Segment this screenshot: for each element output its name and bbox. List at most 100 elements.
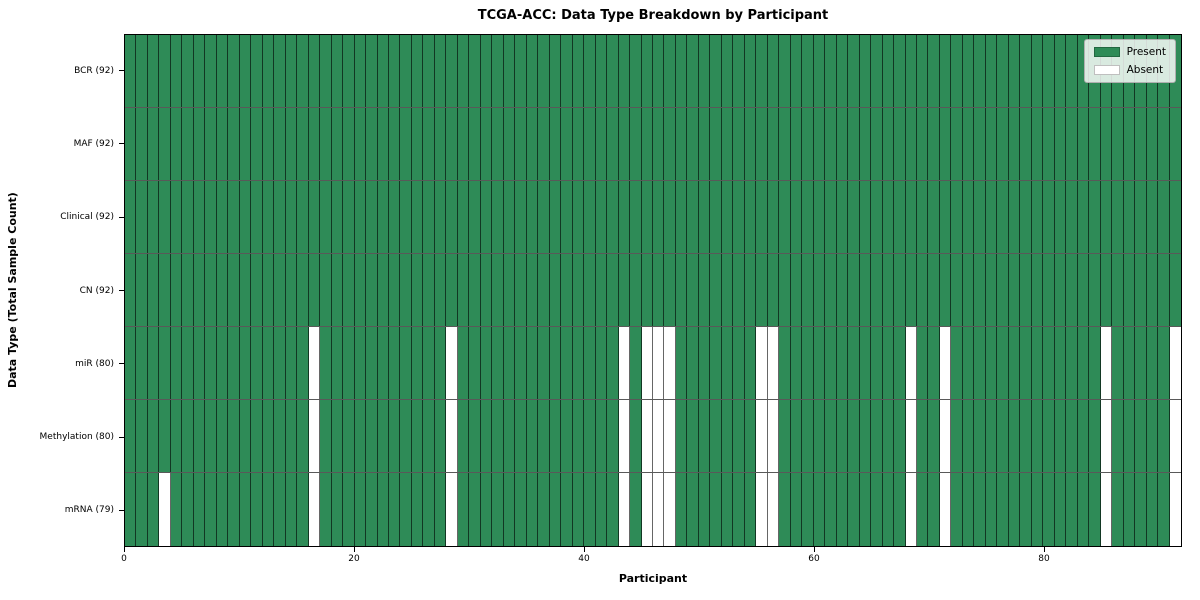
heatmap-cell — [721, 400, 734, 472]
heatmap-cell — [905, 181, 917, 253]
heatmap-cell — [446, 254, 458, 326]
heatmap-cell — [423, 327, 435, 399]
heatmap-cell — [630, 327, 642, 399]
legend-label: Absent — [1126, 64, 1164, 76]
heatmap-cell — [641, 108, 653, 180]
heatmap-row — [125, 400, 1181, 473]
heatmap-cell — [125, 254, 137, 326]
heatmap-cell — [480, 327, 493, 399]
heatmap-cell — [216, 400, 229, 472]
heatmap-cell — [951, 473, 963, 546]
heatmap-cell — [170, 108, 183, 180]
heatmap-cell — [193, 327, 206, 399]
heatmap-cell — [1158, 473, 1170, 546]
heatmap-cell — [974, 400, 986, 472]
heatmap-cell — [308, 254, 321, 326]
heatmap-cell — [377, 108, 389, 180]
heatmap-cell — [848, 181, 860, 253]
heatmap-cell — [492, 181, 504, 253]
x-tick-mark — [1044, 547, 1045, 552]
heatmap-cell — [962, 108, 975, 180]
heatmap-cell — [366, 108, 378, 180]
heatmap-cell — [985, 254, 998, 326]
heatmap-cell — [1054, 35, 1067, 107]
heatmap-cell — [526, 400, 539, 472]
heatmap-cell — [813, 254, 826, 326]
heatmap-cell — [125, 473, 137, 546]
heatmap-cell — [274, 473, 286, 546]
heatmap-cell — [274, 35, 286, 107]
heatmap-cell — [389, 327, 401, 399]
heatmap-cell — [400, 327, 412, 399]
heatmap-cell — [205, 181, 217, 253]
heatmap-cell — [779, 108, 791, 180]
heatmap-cell — [779, 35, 791, 107]
heatmap-cell — [1008, 108, 1021, 180]
heatmap-cell — [848, 400, 860, 472]
heatmap-cell — [733, 327, 745, 399]
heatmap-cell — [503, 400, 516, 472]
heatmap-cell — [744, 327, 757, 399]
heatmap-cell — [538, 254, 550, 326]
heatmap-cell — [698, 400, 711, 472]
heatmap-cell — [239, 327, 252, 399]
heatmap-cell — [836, 327, 849, 399]
heatmap-cell — [538, 400, 550, 472]
heatmap-cell — [848, 473, 860, 546]
heatmap-cell — [928, 400, 940, 472]
heatmap-cell — [641, 327, 653, 399]
heatmap-cell — [790, 108, 803, 180]
heatmap-row — [125, 35, 1181, 108]
heatmap-cell — [1043, 473, 1055, 546]
heatmap-cell — [1089, 400, 1101, 472]
heatmap-cell — [675, 35, 688, 107]
heatmap-cell — [572, 327, 585, 399]
heatmap-cell — [997, 108, 1009, 180]
heatmap-cell — [653, 254, 665, 326]
heatmap-cell — [423, 254, 435, 326]
heatmap-cell — [664, 473, 676, 546]
y-tick-label: miR (80) — [75, 358, 114, 369]
heatmap-cell — [366, 181, 378, 253]
heatmap-cell — [710, 108, 722, 180]
heatmap-cell — [813, 473, 826, 546]
heatmap-cell — [859, 108, 872, 180]
heatmap-cell — [1089, 473, 1101, 546]
heatmap-cell — [297, 254, 309, 326]
heatmap-cell — [1043, 400, 1055, 472]
heatmap-cell — [825, 254, 837, 326]
heatmap-cell — [285, 35, 298, 107]
heatmap-cell — [641, 400, 653, 472]
heatmap-cell — [389, 108, 401, 180]
heatmap-cell — [549, 254, 562, 326]
legend-label: Present — [1126, 46, 1166, 58]
heatmap-cell — [825, 35, 837, 107]
heatmap-cell — [882, 108, 895, 180]
heatmap-cell — [664, 35, 676, 107]
heatmap-cell — [917, 181, 929, 253]
heatmap-cell — [515, 254, 527, 326]
heatmap-cell — [216, 35, 229, 107]
heatmap-cell — [503, 35, 516, 107]
heatmap-cell — [1077, 473, 1090, 546]
heatmap-cell — [618, 35, 631, 107]
y-tick-label: CN (92) — [79, 285, 114, 296]
heatmap-cell — [710, 181, 722, 253]
heatmap-cell — [687, 327, 699, 399]
heatmap-cell — [182, 473, 194, 546]
heatmap-cell — [354, 254, 367, 326]
heatmap-cell — [446, 327, 458, 399]
heatmap-cell — [549, 473, 562, 546]
heatmap-cell — [733, 254, 745, 326]
heatmap-cell — [434, 35, 447, 107]
heatmap-row — [125, 181, 1181, 254]
heatmap-cell — [434, 108, 447, 180]
heatmap-cell — [584, 108, 596, 180]
heatmap-cell — [802, 181, 814, 253]
heatmap-cell — [641, 473, 653, 546]
heatmap-cell — [136, 400, 148, 472]
heatmap-cell — [170, 254, 183, 326]
heatmap-cell — [962, 327, 975, 399]
heatmap-cell — [549, 181, 562, 253]
heatmap-cell — [343, 35, 355, 107]
